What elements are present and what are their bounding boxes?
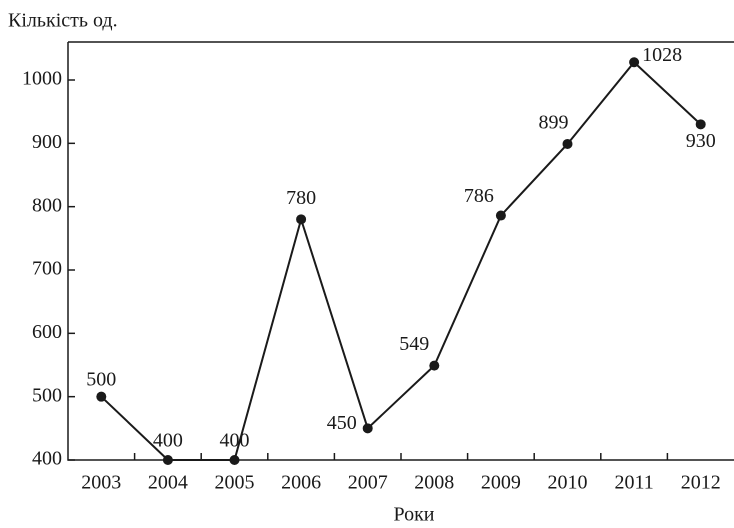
data-label: 930 — [686, 130, 716, 152]
data-label: 1028 — [642, 44, 682, 66]
data-label: 899 — [539, 112, 569, 134]
data-point — [229, 455, 240, 465]
y-tick-label: 700 — [32, 258, 62, 280]
data-label: 786 — [464, 185, 494, 207]
x-tick-label: 2003 — [81, 472, 121, 494]
data-line — [100, 60, 702, 461]
y-tick-label: 1000 — [22, 68, 62, 90]
data-point — [629, 57, 640, 68]
y-tick-label: 500 — [32, 384, 62, 406]
data-label: 500 — [86, 368, 116, 390]
data-point — [429, 360, 440, 371]
x-tick-label: 2008 — [414, 472, 454, 494]
data-point — [562, 138, 573, 149]
x-tick-label: 2004 — [148, 472, 188, 494]
data-point — [495, 210, 506, 221]
x-tick-label: 2012 — [681, 472, 721, 494]
x-tick-label: 2011 — [614, 472, 653, 494]
x-tick-label: 2007 — [348, 472, 388, 494]
y-tick-label: 900 — [32, 131, 62, 153]
data-point — [296, 214, 307, 225]
data-label: 549 — [399, 333, 429, 355]
x-tick-label: 2009 — [481, 472, 521, 494]
x-tick-label: 2006 — [281, 472, 321, 494]
data-point — [96, 391, 107, 402]
data-label: 400 — [220, 430, 250, 452]
x-axis-title: Роки — [393, 504, 434, 526]
y-tick-label: 600 — [32, 321, 62, 343]
data-label: 450 — [327, 412, 357, 434]
data-point — [695, 119, 706, 130]
x-tick-label: 2005 — [215, 472, 255, 494]
x-tick-label: 2010 — [548, 472, 588, 494]
data-label: 780 — [286, 187, 316, 209]
data-label: 400 — [153, 430, 183, 452]
data-point — [162, 455, 173, 465]
y-tick-label: 800 — [32, 194, 62, 216]
data-point — [362, 423, 373, 434]
y-tick-label: 400 — [32, 448, 62, 470]
y-axis-title: Кількість од. — [8, 10, 118, 32]
